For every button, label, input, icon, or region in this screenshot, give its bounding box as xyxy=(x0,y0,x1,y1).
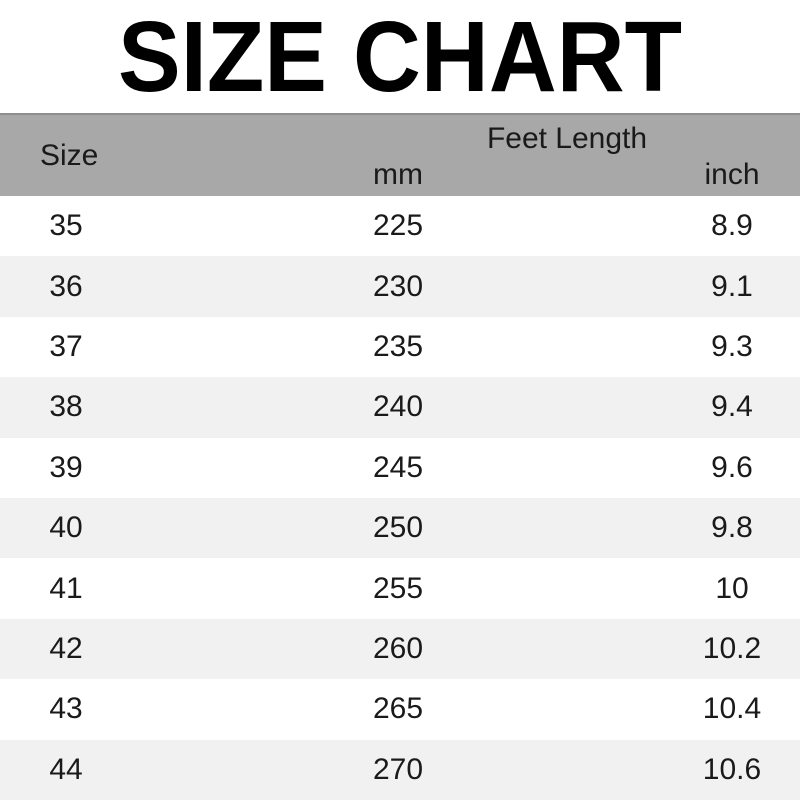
table-row: 44 270 10.6 xyxy=(0,739,800,800)
table-row: 41 255 10 xyxy=(0,558,800,619)
column-group-header-feet-length: Feet Length xyxy=(486,122,648,155)
mm-cell: 225 xyxy=(372,209,424,243)
inch-cell: 10 xyxy=(715,571,749,605)
table-header: Size Feet Length mm inch xyxy=(0,113,800,196)
size-cell: 42 xyxy=(49,632,83,666)
size-cell: 44 xyxy=(49,752,83,786)
title-area: SIZE CHART xyxy=(0,0,800,113)
table-row: 40 250 9.8 xyxy=(0,498,800,559)
inch-cell: 9.3 xyxy=(711,330,753,364)
size-cell: 38 xyxy=(49,390,83,424)
mm-cell: 245 xyxy=(372,450,424,484)
mm-cell: 260 xyxy=(372,632,424,666)
size-cell: 40 xyxy=(49,511,83,545)
table-row: 35 225 8.9 xyxy=(0,196,800,257)
inch-cell: 9.1 xyxy=(711,269,753,303)
inch-cell: 10.6 xyxy=(702,752,762,786)
inch-cell: 9.4 xyxy=(711,390,753,424)
inch-cell: 10.4 xyxy=(702,692,762,726)
mm-cell: 235 xyxy=(372,330,424,364)
inch-cell: 8.9 xyxy=(711,209,753,243)
size-cell: 41 xyxy=(49,571,83,605)
mm-cell: 230 xyxy=(372,269,424,303)
size-cell: 36 xyxy=(49,269,83,303)
size-cell: 39 xyxy=(49,450,83,484)
page-title: SIZE CHART xyxy=(118,0,682,113)
table-row: 38 240 9.4 xyxy=(0,377,800,438)
mm-cell: 240 xyxy=(372,390,424,424)
size-cell: 37 xyxy=(49,330,83,364)
size-cell: 35 xyxy=(49,209,83,243)
table-row: 36 230 9.1 xyxy=(0,256,800,317)
mm-cell: 270 xyxy=(372,752,424,786)
mm-cell: 265 xyxy=(372,692,424,726)
table-row: 37 235 9.3 xyxy=(0,316,800,378)
column-header-size: Size xyxy=(40,138,99,172)
inch-cell: 9.8 xyxy=(711,511,753,545)
table-body: 35 225 8.9 36 230 9.1 37 235 9.3 38 240 … xyxy=(0,196,800,800)
column-header-mm: mm xyxy=(373,158,423,191)
mm-cell: 250 xyxy=(372,511,424,545)
inch-cell: 10.2 xyxy=(702,632,762,666)
table-row: 42 260 10.2 xyxy=(0,618,800,680)
column-header-inch: inch xyxy=(704,158,760,191)
table-row: 43 265 10.4 xyxy=(0,679,800,740)
inch-cell: 9.6 xyxy=(711,450,753,484)
table-row: 39 245 9.6 xyxy=(0,437,800,499)
mm-cell: 255 xyxy=(372,571,424,605)
size-cell: 43 xyxy=(49,692,83,726)
